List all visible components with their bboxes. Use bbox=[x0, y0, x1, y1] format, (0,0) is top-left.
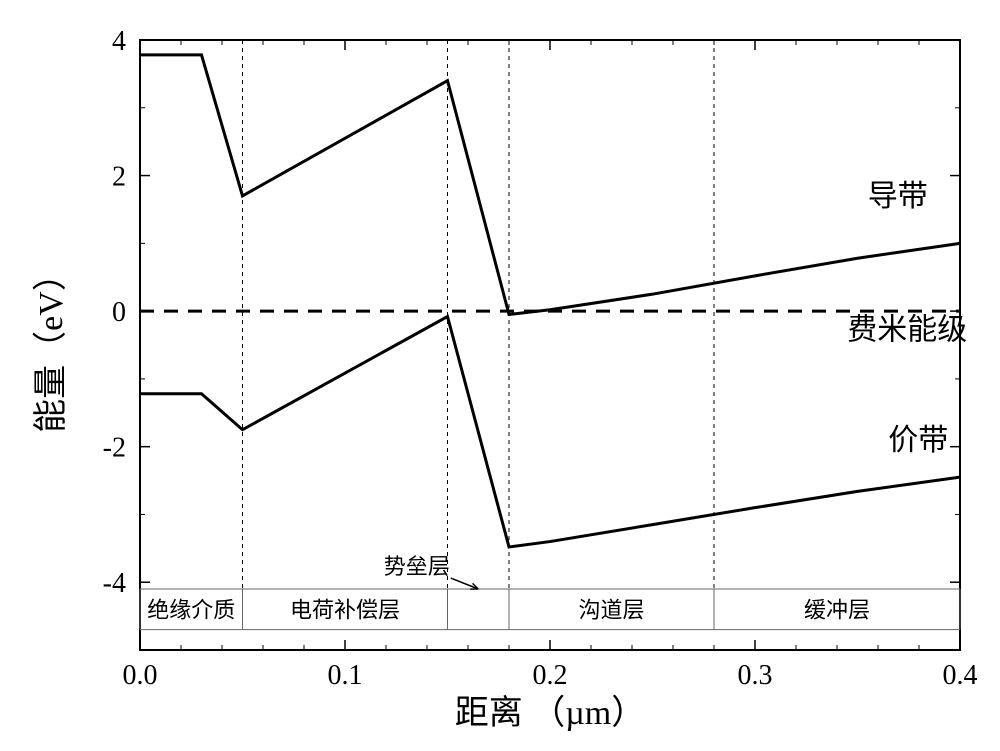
y-axis-title: 能量（eV） bbox=[32, 257, 70, 433]
conduction-band-line bbox=[140, 55, 960, 315]
y-tick-label: 0 bbox=[112, 297, 126, 328]
chart-svg: 0.0 0.1 0.2 0.3 0.4 -4 -2 0 2 4 距离 （µm） 能量（eV） 绝缘介质 电… bbox=[20, 20, 980, 731]
x-tick-label: 0.2 bbox=[533, 660, 568, 691]
x-tick-label: 0.1 bbox=[328, 660, 363, 691]
y-tick-label: 4 bbox=[112, 26, 126, 57]
y-tick-label: 2 bbox=[112, 162, 126, 193]
valence-band-label: 价带 bbox=[888, 424, 948, 457]
conduction-band-label: 导带 bbox=[868, 180, 928, 213]
band-diagram-chart: 0.0 0.1 0.2 0.3 0.4 -4 -2 0 2 4 距离 （µm） 能量（eV） 绝缘介质 电… bbox=[20, 20, 980, 731]
fermi-level-label: 费米能级 bbox=[847, 314, 967, 347]
y-tick-label: -2 bbox=[103, 433, 126, 464]
region-label: 电荷补偿层 bbox=[290, 597, 400, 622]
x-tick-label: 0.0 bbox=[123, 660, 158, 691]
x-tick-label: 0.3 bbox=[738, 660, 773, 691]
y-tick-label: -4 bbox=[103, 568, 126, 599]
barrier-layer-label: 势垒层 bbox=[384, 554, 450, 579]
x-tick-label: 0.4 bbox=[943, 660, 978, 691]
valence-band-line bbox=[140, 317, 960, 547]
region-label: 缓冲层 bbox=[804, 597, 870, 622]
region-label: 沟道层 bbox=[578, 597, 644, 622]
x-axis-title: 距离 （µm） bbox=[455, 694, 646, 731]
barrier-arrow bbox=[451, 578, 479, 589]
region-label: 绝缘介质 bbox=[147, 597, 235, 622]
